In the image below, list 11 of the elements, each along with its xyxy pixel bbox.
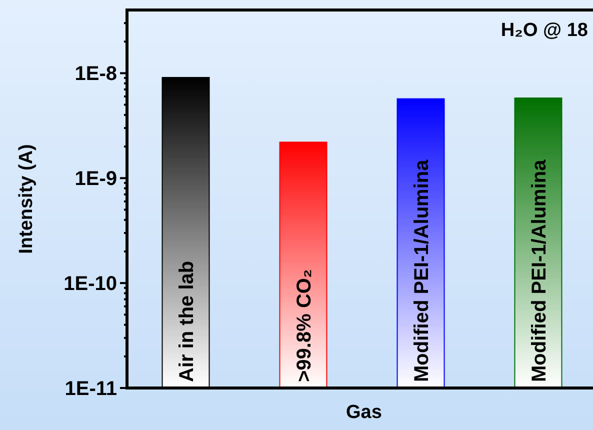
y-tick-label: 1E-8 [74, 63, 117, 86]
y-tick-label: 1E-11 [64, 378, 117, 400]
y-tick-label: 1E-9 [74, 168, 117, 190]
x-tick-label: Modified PEI-1/Alumina [528, 158, 550, 382]
x-axis-title: Gas [346, 402, 382, 423]
y-axis-title: Intensity (A) [16, 144, 37, 254]
x-tick-label: >99.8% CO₂ [293, 269, 316, 382]
x-tick-label: Modified PEI-1/Alumina [410, 158, 433, 382]
y-tick-label: 1E-10 [64, 273, 117, 296]
annotation: H₂O @ 18 [500, 20, 588, 41]
x-tick-label: Air in the lab [176, 260, 198, 382]
